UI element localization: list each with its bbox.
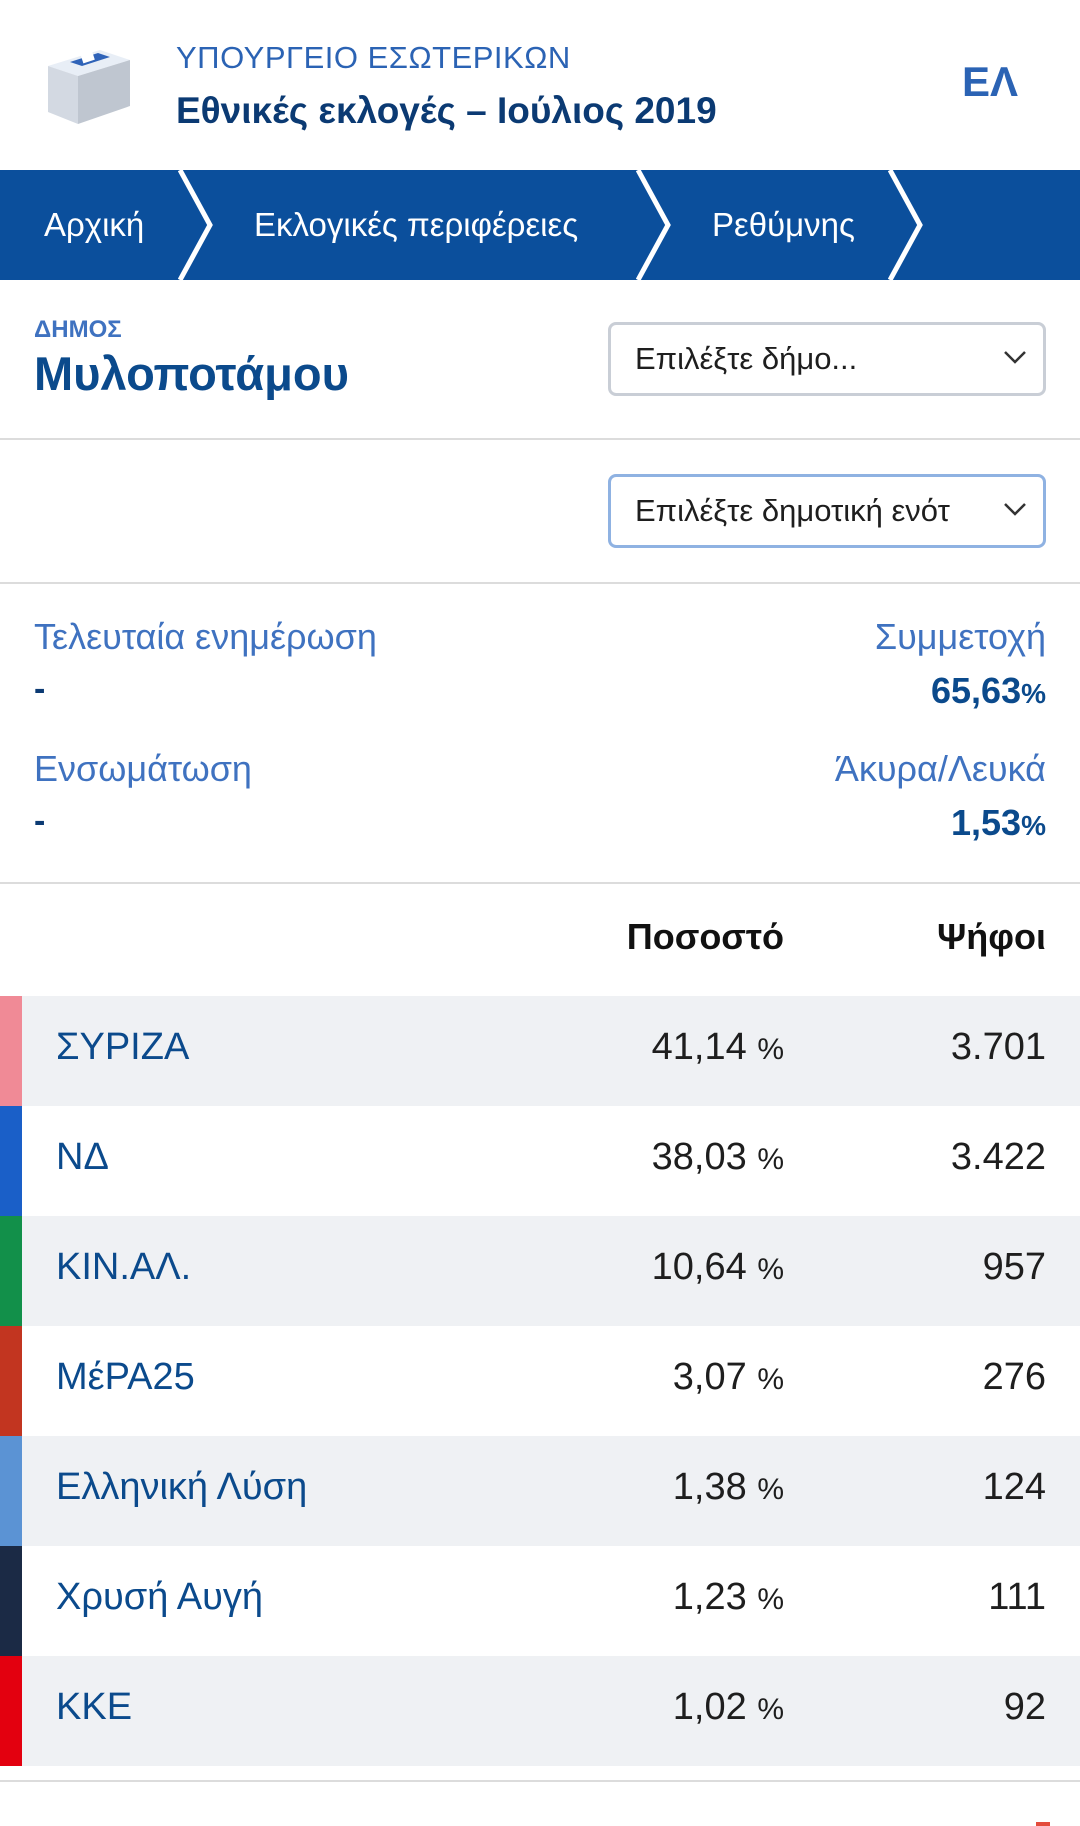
breadcrumb-rethymno[interactable]: Ρεθύμνης [712, 206, 855, 243]
party-color-bar [0, 1326, 22, 1436]
party-votes: 111 [988, 1576, 1046, 1618]
party-name: ΚΙΝ.ΑΛ. [56, 1246, 192, 1288]
party-color-bar [0, 1106, 22, 1216]
party-percent: 1,02 % [673, 1686, 784, 1729]
party-percent: 1,38 % [673, 1466, 784, 1509]
percent-symbol: % [757, 1473, 784, 1506]
table-row[interactable]: ΚΙΝ.ΑΛ. 10,64 % 957 [0, 1216, 1080, 1326]
percent-symbol: % [757, 1363, 784, 1396]
chevron-right-icon [178, 170, 213, 280]
party-votes: 957 [982, 1246, 1046, 1288]
percent-number: 1,23 [672, 1576, 747, 1618]
column-percent-header[interactable]: Ποσοστό [626, 916, 784, 957]
stats-panel: Τελευταία ενημέρωση - Συμμετοχή 65,63% Ε… [0, 586, 1080, 884]
table-row[interactable]: Χρυσή Αυγή 1,23 % 111 [0, 1546, 1080, 1656]
invalid-blank-value: 1,53% [951, 802, 1046, 844]
party-percent: 38,03 % [652, 1136, 784, 1179]
municipal-unit-select[interactable]: Επιλέξτε δημοτική ενότ [608, 474, 1046, 548]
party-name: Ελληνική Λύση [56, 1466, 308, 1508]
percent-number: 1,38 [672, 1466, 747, 1508]
municipal-unit-select-text: Επιλέξτε δημοτική ενότ [635, 493, 950, 528]
party-color-bar [0, 1216, 22, 1326]
party-votes: 276 [982, 1356, 1046, 1398]
integration-value: - [34, 802, 46, 840]
percent-symbol: % [757, 1033, 784, 1066]
table-row[interactable]: Ελληνική Λύση 1,38 % 124 [0, 1436, 1080, 1546]
chevron-right-icon [888, 170, 923, 280]
party-name: ΜέΡΑ25 [56, 1356, 195, 1398]
party-votes: 124 [982, 1466, 1046, 1508]
party-name: ΚΚΕ [56, 1686, 133, 1728]
results-table-header: Ποσοστό Ψήφοι [0, 886, 1080, 996]
turnout-number: 65,63 [931, 670, 1022, 711]
party-percent: 10,64 % [652, 1246, 784, 1289]
column-votes-header[interactable]: Ψήφοι [937, 916, 1046, 957]
last-update-label: Τελευταία ενημέρωση [34, 616, 377, 657]
percent-number: 38,03 [651, 1136, 747, 1178]
turnout-value: 65,63% [931, 670, 1046, 712]
scroll-indicator [1036, 1822, 1050, 1826]
percent-symbol: % [757, 1143, 784, 1176]
last-update-value: - [34, 670, 46, 708]
election-title: Εθνικές εκλογές – Ιούλιος 2019 [176, 90, 717, 131]
municipality-name: Μυλοποτάμου [34, 347, 349, 400]
percent-symbol: % [757, 1583, 784, 1616]
party-color-bar [0, 1546, 22, 1656]
municipality-select[interactable]: Επιλέξτε δήμο... [608, 322, 1046, 396]
municipality-kicker: ΔΗΜΟΣ [34, 316, 122, 343]
table-row[interactable]: ΣΥΡΙΖΑ 41,14 % 3.701 [0, 996, 1080, 1106]
percent-number: 41,14 [651, 1026, 747, 1068]
municipality-select-text: Επιλέξτε δήμο... [635, 341, 858, 376]
percent-symbol: % [757, 1693, 784, 1726]
percent-symbol: % [1021, 678, 1046, 709]
unit-section: Επιλέξτε δημοτική ενότ [0, 442, 1080, 584]
invalid-blank-label: Άκυρα/Λευκά [834, 748, 1046, 789]
percent-symbol: % [1021, 810, 1046, 841]
language-switch[interactable]: ΕΛ [961, 58, 1018, 105]
party-votes: 92 [1003, 1686, 1046, 1728]
ministry-name: ΥΠΟΥΡΓΕΙΟ ΕΣΩΤΕΡΙΚΩΝ [176, 40, 571, 75]
party-name: Χρυσή Αυγή [56, 1576, 264, 1618]
party-name: ΝΔ [56, 1136, 109, 1178]
party-votes: 3.701 [950, 1026, 1046, 1068]
ballot-box-icon[interactable] [40, 36, 136, 128]
table-row[interactable]: ΜέΡΑ25 3,07 % 276 [0, 1326, 1080, 1436]
breadcrumb-home[interactable]: Αρχική [44, 206, 145, 243]
party-color-bar [0, 1436, 22, 1546]
app-header: ΥΠΟΥΡΓΕΙΟ ΕΣΩΤΕΡΙΚΩΝ Εθνικές εκλογές – Ι… [0, 0, 1080, 170]
percent-number: 10,64 [651, 1246, 747, 1288]
percent-number: 1,02 [672, 1686, 747, 1728]
percent-number: 3,07 [672, 1356, 747, 1398]
integration-label: Ενσωμάτωση [34, 748, 252, 789]
table-row[interactable]: ΚΚΕ 1,02 % 92 [0, 1656, 1080, 1766]
table-row[interactable]: ΝΔ 38,03 % 3.422 [0, 1106, 1080, 1216]
turnout-label: Συμμετοχή [874, 616, 1046, 657]
invalid-blank-number: 1,53 [951, 802, 1022, 843]
party-percent: 1,23 % [673, 1576, 784, 1619]
municipality-section: ΔΗΜΟΣ Μυλοποτάμου Επιλέξτε δήμο... [0, 280, 1080, 440]
party-percent: 3,07 % [673, 1356, 784, 1399]
chevron-down-icon [1004, 503, 1026, 516]
results-table: ΣΥΡΙΖΑ 41,14 % 3.701 ΝΔ 38,03 % 3.422 ΚΙ… [0, 996, 1080, 1766]
breadcrumb: Αρχική Εκλογικές περιφέρειες Ρεθύμνης [0, 170, 1080, 280]
party-color-bar [0, 1656, 22, 1766]
divider [0, 1780, 1080, 1782]
percent-symbol: % [757, 1253, 784, 1286]
chevron-down-icon [1004, 351, 1026, 364]
party-color-bar [0, 996, 22, 1106]
breadcrumb-districts[interactable]: Εκλογικές περιφέρειες [254, 206, 579, 243]
party-percent: 41,14 % [652, 1026, 784, 1069]
chevron-right-icon [636, 170, 671, 280]
party-name: ΣΥΡΙΖΑ [56, 1026, 190, 1068]
party-votes: 3.422 [950, 1136, 1046, 1178]
